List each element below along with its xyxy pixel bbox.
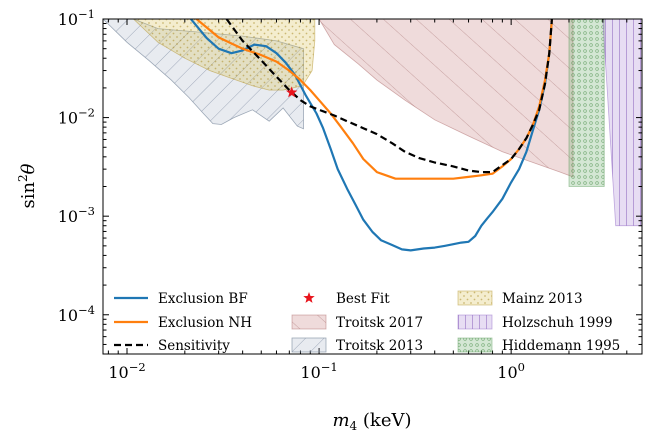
legend-label: Sensitivity: [158, 338, 230, 354]
legend-label: Best Fit: [336, 291, 390, 307]
legend-swatch: [457, 314, 493, 330]
legend-label: Exclusion NH: [158, 315, 252, 331]
y-tick-label: 10−4: [58, 303, 95, 325]
legend-item-hiddemann-1995: Hiddemann 1995: [457, 337, 620, 354]
legend-swatch: [457, 337, 493, 353]
legend-swatch: [457, 290, 493, 306]
y-tick-label: 10−1: [58, 7, 95, 29]
legend: Exclusion BF Exclusion NH Sensitivity Best …: [114, 290, 620, 354]
legend-item-holzschuh-1999: Holzschuh 1999: [457, 314, 613, 331]
legend-label: Exclusion BF: [158, 291, 248, 307]
legend-item-exclusion-bf: Exclusion BF: [114, 291, 248, 307]
y-axis-title: sin2θ: [16, 163, 39, 208]
x-tick-label: 10−1: [300, 360, 337, 382]
y-axis: 10−4 10−3 10−2 10−1: [58, 7, 642, 355]
legend-swatch: [291, 337, 327, 353]
x-axis-title: m4 (keV): [332, 410, 411, 433]
x-axis: 10−2 10−1 100: [107, 19, 628, 382]
markers: [285, 86, 298, 98]
legend-item-mainz-2013: Mainz 2013: [457, 290, 583, 307]
x-tick-label: 10−2: [108, 360, 145, 382]
line-sensitivity: [225, 19, 553, 174]
line-exclusion-bf: [190, 19, 553, 252]
legend-label: Hiddemann 1995: [502, 338, 620, 354]
y-tick-label: 10−2: [58, 106, 95, 128]
legend-swatch: [303, 292, 315, 303]
x-tick-label: 100: [497, 360, 525, 382]
marker-best-fit: [285, 86, 298, 98]
legend-item-troitsk-2013: Troitsk 2013: [291, 337, 423, 354]
legend-item-best-fit: Best Fit: [303, 291, 390, 307]
legend-label: Mainz 2013: [502, 291, 583, 307]
legend-swatch: [291, 314, 327, 330]
region-holzschuh-1999: [602, 19, 642, 227]
exclusion-regions: [103, 19, 642, 227]
legend-label: Troitsk 2017: [336, 315, 423, 331]
region-mainz-2013: [132, 19, 316, 91]
region-troitsk-2017: [318, 19, 574, 178]
region-hiddemann-1995: [568, 19, 605, 187]
y-tick-label: 10−3: [58, 204, 95, 226]
legend-label: Troitsk 2013: [336, 338, 423, 354]
legend-label: Holzschuh 1999: [502, 315, 613, 331]
legend-item-sensitivity: Sensitivity: [114, 338, 230, 354]
legend-item-exclusion-nh: Exclusion NH: [114, 315, 252, 331]
legend-item-troitsk-2017: Troitsk 2017: [291, 314, 423, 331]
curves: [190, 19, 553, 252]
